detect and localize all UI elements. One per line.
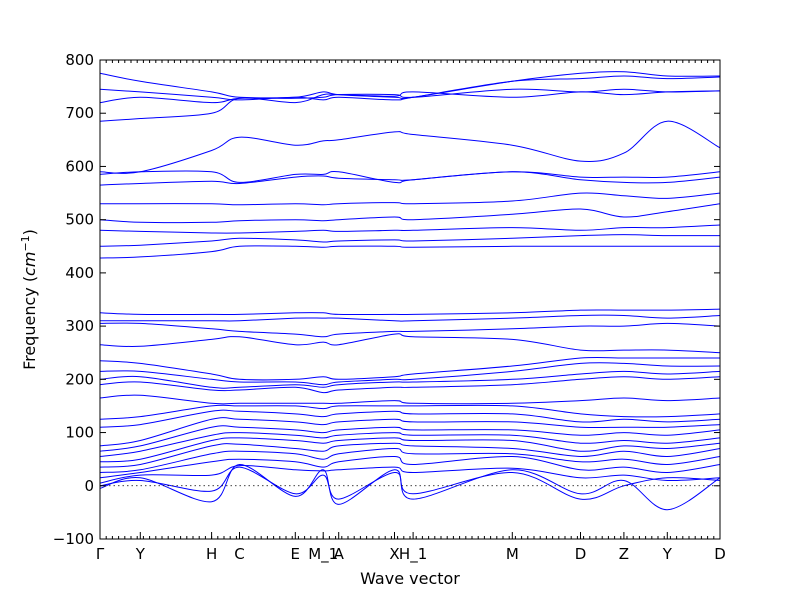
y-axis-title-unit: cm: [20, 252, 39, 276]
y-axis-title-suffix: ): [20, 229, 39, 235]
band-23-line: [99, 234, 721, 247]
band-32-line: [99, 75, 721, 101]
band-22-line: [99, 245, 720, 259]
band-10-line: [99, 417, 721, 447]
band-lines: [99, 71, 721, 511]
x-tick-label: C: [234, 545, 244, 563]
x-tick-label: H_1: [399, 545, 427, 564]
y-tick-label: 500: [65, 211, 94, 229]
band-2-line: [99, 466, 721, 500]
band-30-line: [99, 90, 721, 122]
y-axis-title-prefix: Frequency (: [20, 276, 39, 370]
band-27-line: [99, 171, 721, 186]
band-24-line: [99, 224, 721, 234]
x-tick-label: Γ: [96, 545, 105, 563]
y-tick-label: 200: [65, 370, 94, 388]
band-5-line: [99, 447, 721, 473]
x-tick-label: M: [506, 545, 519, 563]
y-tick-label: 300: [65, 317, 94, 335]
band-26-line: [99, 192, 721, 206]
band-21-line: [99, 308, 721, 316]
y-tick-label: 800: [65, 51, 94, 69]
band-15-line: [99, 370, 721, 389]
x-tick-label: H: [206, 545, 217, 563]
x-tick-label: D: [714, 545, 726, 563]
x-axis-title: Wave vector: [360, 569, 460, 588]
y-tick-label: 0: [84, 477, 94, 495]
band-29-line: [99, 120, 721, 174]
band-3-line: [99, 464, 721, 484]
band-9-line: [99, 425, 721, 452]
y-tick-label: −100: [53, 530, 94, 548]
band-16-line: [99, 362, 721, 386]
band-25-line: [99, 203, 721, 224]
band-1-line: [99, 463, 721, 511]
x-axis: Γ Y H C E M_1A X H_1 M D Z Y D: [96, 60, 726, 564]
y-axis-title-exponent: −1: [19, 235, 32, 251]
band-28-line: [99, 170, 721, 184]
band-11-line: [99, 409, 721, 428]
band-33-line: [99, 71, 721, 100]
y-axis-title: Frequency (cm−1): [19, 229, 39, 370]
band-7-line: [99, 437, 721, 463]
x-tick-label: Y: [135, 545, 146, 563]
band-18-line: [99, 333, 721, 354]
band-14-line: [99, 376, 721, 394]
band-6-line: [99, 442, 721, 468]
x-tick-label: X: [389, 545, 399, 563]
band-12-line: [99, 404, 721, 420]
y-tick-label: 600: [65, 157, 94, 175]
band-20-line: [100, 314, 721, 322]
y-tick-label: 100: [65, 424, 94, 442]
x-tick-label: Z: [619, 545, 629, 563]
x-tick-label: Y: [662, 545, 673, 563]
x-tick-label: M_1: [308, 545, 338, 564]
band-17-line: [99, 356, 720, 381]
x-tick-label: E: [291, 545, 300, 563]
y-tick-label: 400: [65, 264, 94, 282]
y-axis: −100 0 100 200 300 400 500 600 700 800: [53, 51, 720, 548]
band-19-line: [99, 322, 721, 338]
band-4-line: [99, 455, 721, 479]
x-tick-label: D: [575, 545, 587, 563]
band-31-line: [99, 88, 721, 104]
band-13-line: [99, 394, 721, 405]
band-8-line: [99, 432, 721, 457]
y-tick-label: 700: [65, 104, 94, 122]
x-tick-label: A: [334, 545, 345, 563]
